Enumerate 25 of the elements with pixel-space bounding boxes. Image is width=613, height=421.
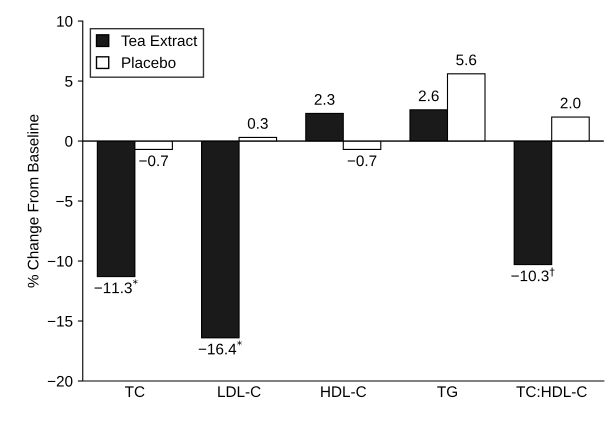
legend-label: Placebo (122, 56, 176, 68)
y-tick-label: 10 (57, 16, 72, 27)
data-label: −10.3$^{†}$ (511, 267, 554, 282)
data-label: 2.0 (560, 98, 580, 108)
y-tick-label: 5 (65, 76, 72, 87)
y-tick-label: −10 (48, 256, 72, 267)
data-label: −11.3$^{*}$ (94, 279, 138, 294)
y-tick-label: −15 (48, 316, 72, 327)
x-tick-label: TG (437, 386, 457, 398)
data-label: 2.6 (418, 90, 439, 102)
y-tick-label: 0 (65, 136, 72, 147)
legend-label: Tea Extract (121, 35, 198, 46)
data-label: −16.4$^{*}$ (198, 340, 242, 354)
y-axis-title: % Change From Baseline (27, 114, 42, 288)
x-tick-label: TC (125, 386, 144, 398)
data-label: 2.3 (314, 94, 334, 105)
data-label: −0.7 (348, 155, 376, 166)
x-tick-label: HDL-C (321, 386, 366, 398)
data-label: −0.7 (139, 155, 168, 166)
x-tick-label: TC:HDL-C (516, 386, 587, 398)
data-label: 5.6 (456, 54, 476, 66)
x-tick-label: LDL-C (218, 386, 261, 398)
data-label: 0.3 (248, 118, 268, 129)
y-tick-label: −20 (48, 376, 72, 387)
y-tick-label: −5 (56, 196, 72, 207)
